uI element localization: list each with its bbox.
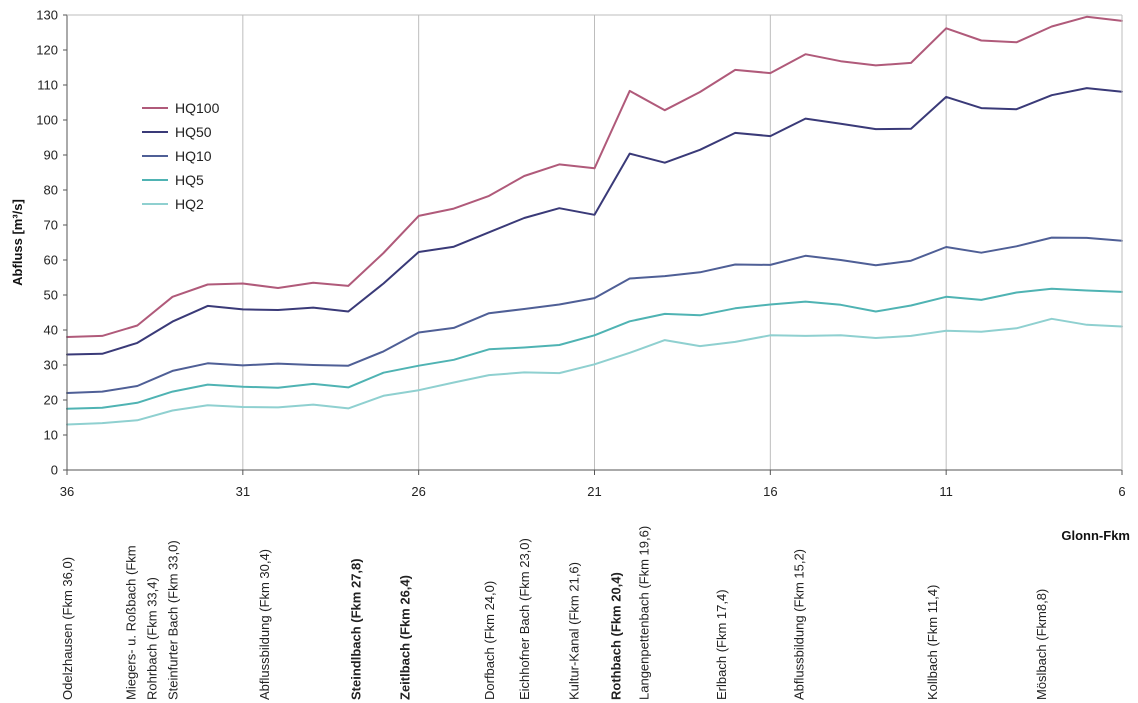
y-tick-label-110: 110 xyxy=(37,78,58,93)
y-tick-label-60: 60 xyxy=(44,253,58,268)
tributary-label: Steindlbach (Fkm 27,8) xyxy=(348,558,363,700)
tributary-label: Kollbach (Fkm 11,4) xyxy=(925,585,940,700)
tributary-label: Eichhofner Bach (Fkm 23,0) xyxy=(517,538,532,700)
tributary-label: Erlbach (Fkm 17,4) xyxy=(714,589,729,700)
y-tick-label-130: 130 xyxy=(36,8,58,23)
legend-label-hq100: HQ100 xyxy=(175,100,220,116)
series-line-hq50 xyxy=(66,87,1123,356)
x-tick-labels: 36 31 26 21 16 11 6 xyxy=(60,484,1126,499)
tributary-label: Rohrbach (Fkm 33,4) xyxy=(144,577,159,700)
tributary-label: Abflussbildung (Fkm 15,2) xyxy=(792,549,807,700)
tributary-labels: Odelzhausen (Fkm 36,0) Miegers- u. Roßbac… xyxy=(60,526,1049,700)
tributary-label: Abflussbildung (Fkm 30,4) xyxy=(257,549,272,700)
tributary-label: Möslbach (Fkm8,8) xyxy=(1034,589,1049,700)
y-tick-label-10: 10 xyxy=(44,428,58,443)
vertical-gridlines xyxy=(66,15,1123,470)
y-axis-title: Abfluss [m³/s] xyxy=(10,199,25,286)
y-tick-label-90: 90 xyxy=(44,148,58,163)
series-lines xyxy=(66,15,1123,426)
x-tick-label-21: 21 xyxy=(587,484,601,499)
x-tick-label-11: 11 xyxy=(939,484,953,499)
legend-label-hq10: HQ10 xyxy=(175,148,212,164)
y-tick-label-20: 20 xyxy=(44,393,58,408)
tributary-label: Dorfbach (Fkm 24,0) xyxy=(482,581,497,700)
x-axis-title: Glonn-Fkm xyxy=(1061,528,1130,543)
y-tick-labels: 0 10 20 30 40 50 60 70 80 90 100 110 120 130 xyxy=(36,8,58,478)
tributary-label: Langenpettenbach (Fkm 19,6) xyxy=(637,526,652,700)
y-tick-label-30: 30 xyxy=(44,358,58,373)
tributary-label: Steinfurter Bach (Fkm 33,0) xyxy=(166,540,181,700)
tributary-label: Kultur-Kanal (Fkm 21,6) xyxy=(566,562,581,700)
tributary-label: Zeitlbach (Fkm 26,4) xyxy=(398,575,413,700)
y-tick-label-40: 40 xyxy=(44,323,58,338)
tributary-label: Miegers- u. Roßbach (Fkm xyxy=(123,545,138,700)
legend-label-hq5: HQ5 xyxy=(175,172,204,188)
y-tick-label-100: 100 xyxy=(36,113,58,128)
x-tick-label-31: 31 xyxy=(236,484,250,499)
y-tick-label-50: 50 xyxy=(44,288,58,303)
x-tick-label-26: 26 xyxy=(411,484,425,499)
y-tick-label-70: 70 xyxy=(44,218,58,233)
x-tick-label-36: 36 xyxy=(60,484,74,499)
y-tick-label-120: 120 xyxy=(36,43,58,58)
legend-label-hq50: HQ50 xyxy=(175,124,212,140)
series-line-hq10 xyxy=(66,236,1123,394)
series-line-hq100 xyxy=(66,15,1123,338)
series-line-hq5 xyxy=(66,287,1123,410)
x-tick-label-16: 16 xyxy=(763,484,777,499)
series-line-hq2 xyxy=(66,317,1123,426)
axes xyxy=(63,14,1123,475)
tributary-label: Rothbach (Fkm 20,4) xyxy=(609,572,624,700)
y-tick-label-80: 80 xyxy=(44,183,58,198)
y-tick-label-0: 0 xyxy=(51,463,58,478)
tributary-label: Odelzhausen (Fkm 36,0) xyxy=(60,557,75,700)
x-tick-label-6: 6 xyxy=(1118,484,1125,499)
legend: HQ100 HQ50 HQ10 HQ5 HQ2 xyxy=(142,100,220,212)
legend-label-hq2: HQ2 xyxy=(175,196,204,212)
